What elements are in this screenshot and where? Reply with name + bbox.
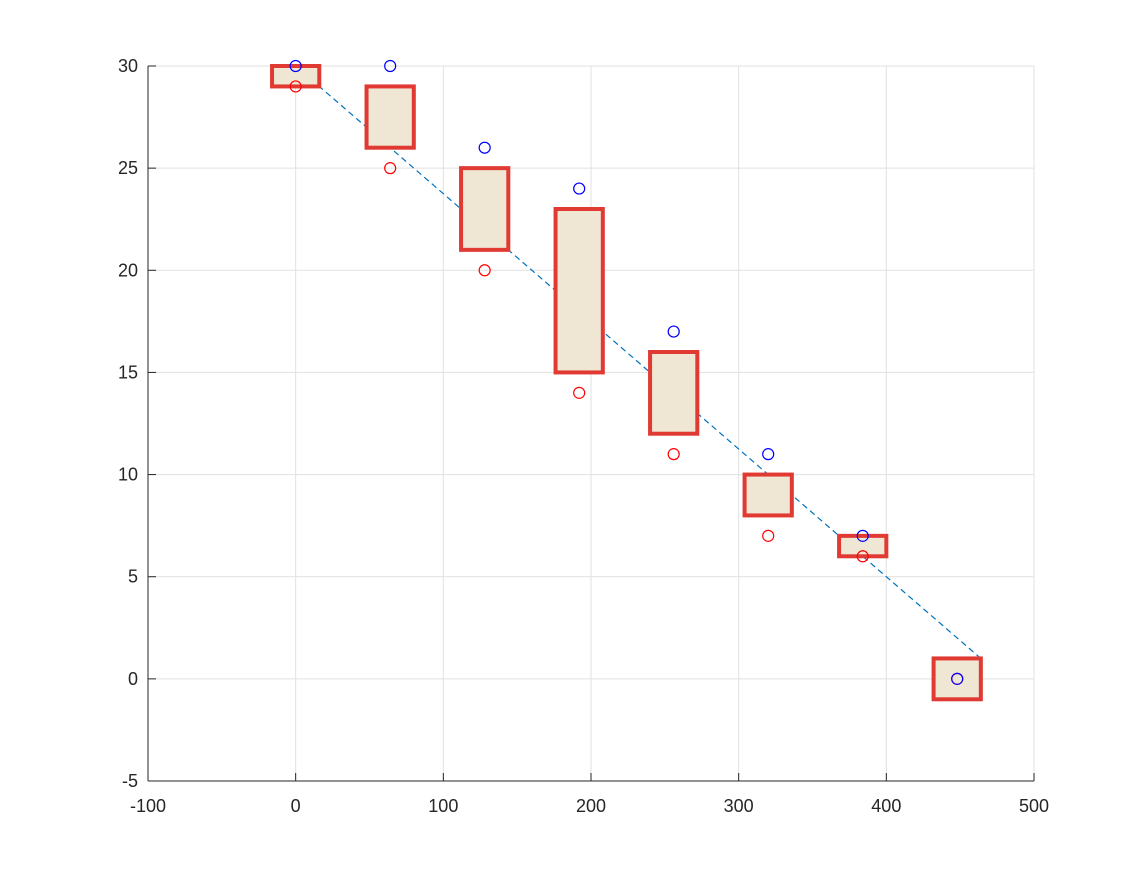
x-tick-label: -100 — [130, 796, 166, 816]
range-bar — [837, 533, 889, 559]
y-tick-label: 15 — [118, 362, 138, 382]
y-tick-label: 0 — [128, 669, 138, 689]
blue-point — [384, 59, 397, 73]
y-tick-label: 5 — [128, 567, 138, 587]
red-point — [478, 264, 491, 277]
x-tick-label: 200 — [576, 796, 606, 816]
markers — [289, 59, 964, 685]
blue-point — [289, 59, 302, 73]
range-bar — [270, 64, 322, 89]
y-tick-label: 30 — [118, 56, 138, 76]
range-bar — [648, 350, 700, 436]
bars — [270, 64, 983, 702]
x-tick-label: 100 — [428, 796, 458, 816]
blue-point — [762, 448, 775, 461]
x-tick-label: 400 — [871, 796, 901, 816]
x-tick-label: 300 — [724, 796, 754, 816]
axes — [147, 65, 1035, 782]
blue-point — [573, 182, 586, 195]
y-tick-label: 10 — [118, 465, 138, 485]
blue-point — [667, 325, 680, 338]
y-tick-labels: -5 0 5 10 15 20 25 30 — [118, 56, 138, 791]
x-tick-label: 500 — [1019, 796, 1049, 816]
red-point — [573, 386, 586, 399]
y-tick-label: -5 — [122, 771, 138, 791]
range-bar — [364, 84, 416, 150]
red-point — [856, 550, 869, 563]
red-point — [384, 162, 397, 175]
range-bar — [742, 472, 794, 518]
red-point — [762, 529, 775, 542]
range-bar — [931, 656, 983, 702]
blue-point — [951, 672, 964, 685]
red-point — [667, 448, 680, 461]
red-point — [289, 80, 302, 93]
y-tick-label: 20 — [118, 260, 138, 280]
range-bar — [553, 207, 605, 375]
y-tick-label: 25 — [118, 158, 138, 178]
blue-point — [478, 141, 491, 154]
x-tick-label: 0 — [291, 796, 301, 816]
range-bar — [459, 166, 511, 252]
x-tick-labels: -100 0 100 200 300 400 500 — [130, 796, 1049, 816]
blue-point — [856, 529, 869, 542]
